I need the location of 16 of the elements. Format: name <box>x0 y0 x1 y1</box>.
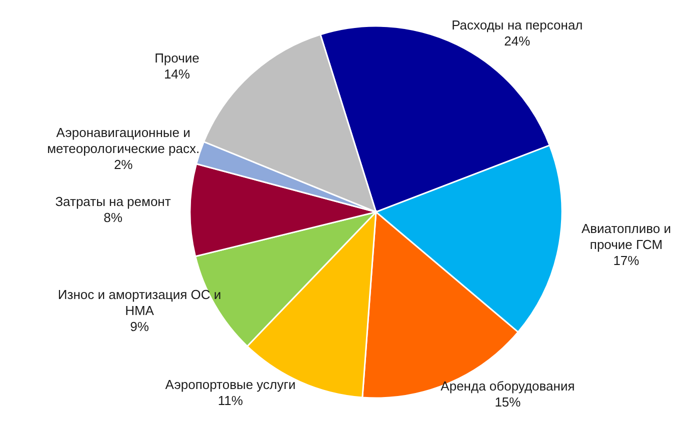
slice-label: Аренда оборудования <box>440 378 575 394</box>
slice-label: Аэронавигационные и метеорологические расх. <box>47 124 200 156</box>
slice-label: Износ и амортизация ОС и НМА <box>58 287 222 318</box>
slice-label: Авиатопливо и прочие ГСМ <box>581 221 672 252</box>
slice-label: Расходы на персонал <box>452 18 583 33</box>
data-label: 2% <box>114 156 134 172</box>
slice-label: Аэропортовые услуги <box>165 376 296 392</box>
data-label: 24% <box>504 34 531 49</box>
data-label: 8% <box>104 210 123 225</box>
data-label: 17% <box>613 253 640 268</box>
data-label: 14% <box>164 66 190 82</box>
data-label: 15% <box>494 394 522 410</box>
slice-label: Затраты на ремонт <box>55 194 171 209</box>
data-label: 9% <box>130 319 150 334</box>
slice-label: Прочие <box>154 50 200 66</box>
data-label: 11% <box>218 392 244 408</box>
